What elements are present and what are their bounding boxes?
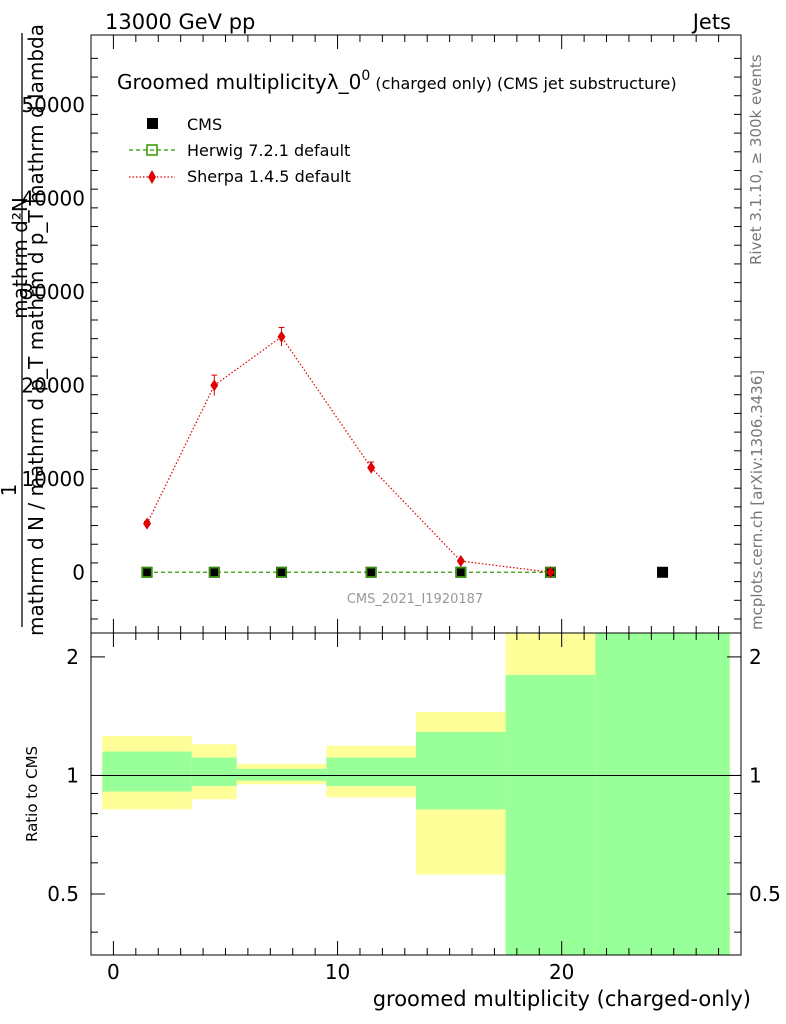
series-layer xyxy=(141,326,669,579)
herwig-point xyxy=(209,567,220,578)
ratio-y-tick-label: 2 xyxy=(66,645,79,669)
ratio-y-label: Ratio to CMS xyxy=(23,746,41,842)
ratio-y-tick-label: 0.5 xyxy=(47,882,79,906)
main-y-axis: 0 10000 20000 30000 40000 50000 xyxy=(21,57,741,620)
main-x-ticks xyxy=(90,35,742,633)
legend-herwig-marker xyxy=(146,144,158,156)
sherpa-point xyxy=(367,461,376,474)
ratio-y-tick-label-right: 0.5 xyxy=(749,882,781,906)
sherpa-point xyxy=(277,330,286,343)
legend-cms-label: CMS xyxy=(187,115,222,134)
ratio-band-inner xyxy=(191,757,237,787)
ratio-plot-frame xyxy=(90,632,742,956)
sherpa-point xyxy=(456,555,465,568)
ratio-band-inner xyxy=(102,751,192,792)
ratio-y-tick-label-right: 2 xyxy=(749,645,762,669)
ratio-x-tick-label: 10 xyxy=(325,960,350,984)
plot-title-main: Groomed multiplicityλ_0 xyxy=(117,70,361,94)
ratio-band-inner xyxy=(416,731,506,810)
mcplots-label: mcplots.cern.ch [arXiv:1306.3436] xyxy=(748,370,766,630)
main-y-tick-label: 0 xyxy=(72,560,85,584)
main-ylabel-numerator: mathrm d²N xyxy=(8,197,32,319)
main-ylabel-one: 1 xyxy=(0,484,21,497)
ratio-band-inner xyxy=(326,757,416,787)
ratio-band-inner xyxy=(505,674,596,955)
ratio-y-axis: 0.5 0.5 1 1 2 2 xyxy=(47,645,781,933)
main-y-tick-label: 20000 xyxy=(21,373,85,397)
cms-point xyxy=(276,566,288,578)
ratio-bands xyxy=(102,633,730,955)
sherpa-line xyxy=(146,335,551,573)
ratio-x-axis: 0 10 20 xyxy=(90,633,742,984)
herwig-point xyxy=(276,567,287,578)
herwig-point xyxy=(141,567,153,578)
plot-title-sup: 0 xyxy=(361,68,370,84)
legend-sherpa-label: Sherpa 1.4.5 default xyxy=(187,167,351,186)
ratio-band-inner xyxy=(595,633,730,955)
ratio-x-tick-label: 20 xyxy=(549,960,574,984)
rivet-label: Rivet 3.1.10, ≥ 300k events xyxy=(747,54,765,265)
plot-watermark: CMS_2021_I1920187 xyxy=(347,592,483,607)
plot-title: Groomed multiplicityλ_00 (charged only) … xyxy=(117,68,677,94)
legend: CMS Herwig 7.2.1 default Sherpa 1.4.5 de… xyxy=(129,115,351,186)
herwig-point xyxy=(365,567,377,578)
main-y-tick-label: 50000 xyxy=(21,93,85,117)
sherpa-point xyxy=(143,517,152,530)
ratio-band-inner xyxy=(236,768,327,781)
cms-point xyxy=(208,566,220,578)
energy-label: 13000 GeV pp xyxy=(105,10,255,34)
ratio-x-tick-label: 0 xyxy=(107,960,120,984)
legend-sherpa-marker xyxy=(148,170,156,184)
cms-point xyxy=(141,566,153,578)
main-y-tick-label: 40000 xyxy=(21,187,85,211)
main-y-tick-label: 10000 xyxy=(21,467,85,491)
main-y-label: mathrm d²N 1 mathrm d N / mathrm d p_T m… xyxy=(0,24,48,636)
legend-cms-marker xyxy=(147,118,158,129)
ratio-y-tick-label: 1 xyxy=(66,763,79,787)
herwig-point xyxy=(455,567,467,578)
cms-point xyxy=(365,566,377,578)
legend-herwig-label: Herwig 7.2.1 default xyxy=(187,141,350,160)
category-label: Jets xyxy=(691,10,731,34)
main-plot: 0 10000 20000 30000 40000 50000 CMS_2021_I192… xyxy=(0,24,742,636)
sherpa-point xyxy=(210,379,219,392)
cms-point xyxy=(657,566,669,578)
main-ylabel-denominator: mathrm d N / mathrm d p_T mathrm d p_T m… xyxy=(24,24,48,636)
plot-title-rest: (charged only) (CMS jet substructure) xyxy=(370,74,676,93)
sherpa-point xyxy=(546,566,555,579)
ratio-plot: 0.5 0.5 1 1 2 2 0 10 20 Ratio to CMS groomed mu… xyxy=(23,632,781,1011)
ratio-y-tick-label-right: 1 xyxy=(749,763,762,787)
x-axis-label: groomed multiplicity (charged-only) xyxy=(373,987,751,1011)
main-y-tick-label: 30000 xyxy=(21,280,85,304)
cms-point xyxy=(455,566,467,578)
